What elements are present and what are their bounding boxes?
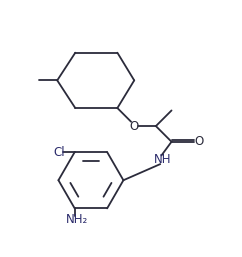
Text: O: O — [130, 120, 139, 133]
Text: NH: NH — [154, 153, 172, 166]
Text: NH₂: NH₂ — [66, 213, 88, 226]
Text: Cl: Cl — [53, 146, 65, 159]
Text: O: O — [195, 135, 204, 148]
